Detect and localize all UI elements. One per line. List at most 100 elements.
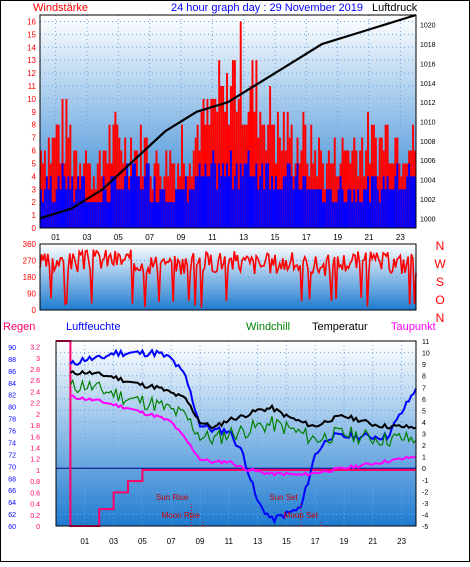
- wind-max-bar: [85, 150, 87, 228]
- wind-avg-bar: [412, 176, 415, 228]
- wind-avg-bar: [341, 189, 344, 228]
- wind-avg-bar: [318, 189, 321, 228]
- wind-avg-bar: [370, 176, 373, 228]
- event-label: Moon Rise: [162, 511, 201, 520]
- wind-avg-bar: [286, 163, 289, 228]
- pressure-y-tick: 1014: [420, 81, 436, 88]
- wind-max-bar: [47, 137, 50, 228]
- wind-max-bar: [233, 60, 236, 228]
- direction-line: [39, 248, 417, 308]
- windchill-line: [69, 378, 417, 447]
- wind-avg-bar: [102, 176, 105, 228]
- wind-avg-bar: [243, 163, 246, 228]
- humidity-y-tick: 88: [8, 357, 16, 364]
- wind-max-bar: [353, 137, 356, 228]
- wind-avg-bar: [40, 189, 42, 228]
- wind-avg-bar: [106, 202, 109, 228]
- wind-avg-bar: [351, 202, 354, 228]
- wind-avg-bar: [177, 189, 180, 228]
- wind-avg-bar: [188, 189, 191, 228]
- wind-avg-bar: [196, 176, 199, 228]
- wind-avg-bar: [184, 176, 187, 228]
- wind-max-bar: [369, 163, 371, 228]
- wind-avg-bar: [228, 176, 230, 228]
- wind-avg-bar: [57, 176, 60, 228]
- wind-y-tick: 16: [27, 17, 36, 26]
- wind-max-bar: [273, 124, 275, 228]
- temp-y-tick: 6: [422, 397, 426, 404]
- wind-max-bar: [222, 86, 225, 228]
- event-label: Sun Rise: [156, 493, 189, 502]
- wind-avg-bar: [271, 176, 274, 228]
- wind-avg-bar: [294, 176, 297, 228]
- wind-max-bar: [331, 163, 334, 228]
- wind-avg-bar: [390, 189, 393, 228]
- wind-bars: [39, 13, 417, 229]
- wind-avg-bar: [47, 189, 50, 228]
- wind-max-bar: [69, 124, 72, 228]
- wind-avg-bar: [65, 189, 68, 228]
- wind-avg-bar: [71, 176, 74, 228]
- wind-avg-bar: [128, 189, 131, 228]
- wind-max-bar: [239, 21, 242, 229]
- pressure-label: Luftdruck: [372, 2, 418, 14]
- wind-avg-bar: [49, 176, 52, 228]
- humidity-line: [69, 348, 417, 525]
- wind-avg-bar: [120, 189, 123, 228]
- direction-y-tick: 270: [23, 257, 37, 266]
- wind-y-tick: 2: [32, 198, 37, 207]
- rain-y-tick: 2.6: [30, 378, 40, 385]
- wind-avg-bar: [55, 189, 58, 228]
- wind-x-tick: 21: [365, 233, 374, 242]
- wind-avg-bar: [145, 163, 148, 228]
- wind-max-bar: [310, 124, 313, 228]
- wind-avg-bar: [265, 163, 268, 228]
- wind-max-bar: [351, 150, 354, 228]
- temp-y-tick: -4: [422, 512, 428, 519]
- wind-max-bar: [165, 150, 168, 228]
- wind-avg-bar: [139, 189, 142, 228]
- wind-max-bar: [231, 60, 234, 228]
- climate-x-tick: 01: [80, 537, 89, 546]
- wind-avg-bar: [198, 163, 201, 228]
- wind-avg-bar: [327, 189, 330, 228]
- wind-max-bar: [206, 98, 209, 228]
- climate-x-tick: 11: [225, 537, 234, 546]
- wind-max-bar: [355, 150, 358, 228]
- wind-avg-bar: [155, 202, 158, 228]
- wind-avg-bar: [367, 176, 369, 228]
- wind-avg-bar: [322, 202, 324, 228]
- wind-avg-bar: [202, 176, 205, 228]
- wind-avg-bar: [378, 202, 381, 228]
- wind-avg-bar: [194, 176, 197, 228]
- wind-max-bar: [202, 98, 205, 228]
- wind-avg-bar: [114, 176, 117, 228]
- rain-y-tick: 0: [36, 524, 40, 531]
- wind-max-bar: [53, 137, 56, 228]
- wind-avg-bar: [263, 189, 266, 228]
- wind-avg-bar: [233, 176, 236, 228]
- wind-avg-bar: [347, 189, 350, 228]
- temp-y-tick: 2: [422, 443, 426, 450]
- compass-letter-3: O: [435, 293, 444, 307]
- wind-max-bar: [378, 137, 381, 228]
- wind-max-bar: [108, 124, 111, 228]
- wind-avg-bar: [359, 202, 362, 228]
- wind-y-tick: 13: [27, 56, 36, 65]
- wind-y-tick: 12: [27, 69, 36, 78]
- wind-avg-bar: [192, 189, 195, 228]
- wind-max-bar: [253, 111, 256, 228]
- wind-max-bar: [88, 163, 91, 228]
- wind-max-bar: [302, 111, 305, 228]
- rain-y-tick: 0.6: [30, 490, 40, 497]
- wind-max-bar: [276, 111, 279, 228]
- wind-max-bar: [367, 111, 369, 228]
- wind-avg-bar: [96, 202, 99, 228]
- wind-avg-bar: [396, 163, 399, 228]
- rain-y-tick: 0.4: [30, 502, 40, 509]
- rain-y-axis: 0 0.2 0.4 0.6 0.8 1 1.2 1.4 1.6 1.8 2 2.2 2.4 2.6 2.8 3…: [30, 345, 40, 531]
- rain-y-tick: 2.2: [30, 401, 40, 408]
- wind-avg-bar: [135, 176, 138, 228]
- wind-avg-bar: [380, 189, 383, 228]
